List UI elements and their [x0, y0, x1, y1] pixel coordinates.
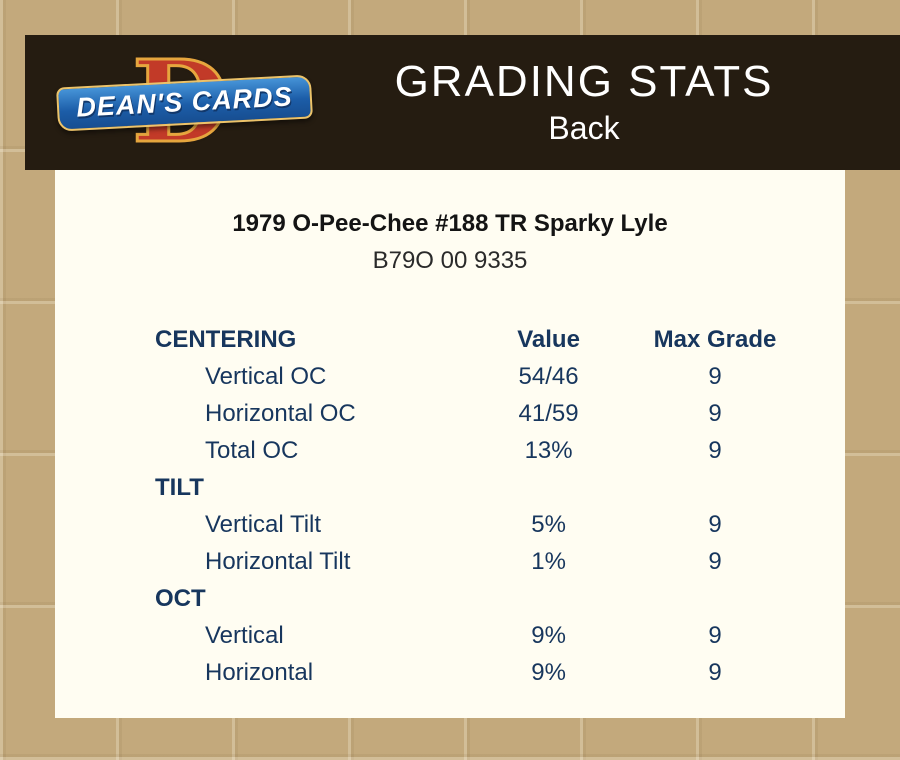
- row-label: Horizontal: [205, 659, 314, 687]
- table-row: Total OC 13% 9: [155, 433, 795, 470]
- row-max-grade: 9: [708, 437, 722, 465]
- grading-stats-table: CENTERING Value Max Grade Vertical OC 54…: [155, 322, 795, 692]
- table-row: Horizontal OC 41/59 9: [155, 396, 795, 433]
- table-row: Vertical OC 54/46 9: [155, 359, 795, 396]
- row-max-grade: 9: [708, 548, 722, 576]
- row-value: 13%: [524, 437, 573, 465]
- header-bar: D DEAN'S CARDS GRADING STATS Back: [25, 35, 900, 170]
- table-row: Horizontal Tilt 1% 9: [155, 544, 795, 581]
- col-header-value: Value: [517, 326, 580, 354]
- row-max-grade: 9: [708, 511, 722, 539]
- deans-cards-logo: D DEAN'S CARDS: [56, 40, 313, 165]
- col-header-centering: CENTERING: [155, 326, 297, 354]
- row-value: 41/59: [518, 400, 579, 428]
- page-subtitle: Back: [548, 109, 620, 146]
- row-value: 5%: [531, 511, 566, 539]
- row-label: Vertical OC: [205, 363, 327, 391]
- row-label: Vertical Tilt: [205, 511, 322, 539]
- table-header-row: CENTERING Value Max Grade: [155, 322, 795, 359]
- card-serial-number: B79O 00 9335: [372, 247, 528, 275]
- section-label-oct: OCT: [155, 585, 206, 613]
- logo-ribbon-banner: DEAN'S CARDS: [56, 73, 313, 132]
- row-max-grade: 9: [708, 400, 722, 428]
- row-label: Horizontal OC: [205, 400, 356, 428]
- page-title: GRADING STATS: [394, 57, 774, 107]
- section-label-tilt: TILT: [155, 474, 204, 502]
- col-header-max-grade: Max Grade: [653, 326, 777, 354]
- table-row: Horizontal 9% 9: [155, 655, 795, 692]
- table-row: Vertical Tilt 5% 9: [155, 507, 795, 544]
- row-label: Vertical: [205, 622, 284, 650]
- table-row: Vertical 9% 9: [155, 618, 795, 655]
- logo-brand-text: DEAN'S CARDS: [75, 80, 294, 123]
- empty-cell: [462, 581, 635, 618]
- row-value: 9%: [531, 622, 566, 650]
- row-label: Horizontal Tilt: [205, 548, 351, 576]
- header-titles: GRADING STATS Back: [298, 57, 900, 148]
- table-section-row: OCT: [155, 581, 795, 618]
- row-value: 54/46: [518, 363, 579, 391]
- empty-cell: [635, 470, 795, 507]
- card-title: 1979 O-Pee-Chee #188 TR Sparky Lyle: [232, 210, 668, 237]
- row-value: 1%: [531, 548, 566, 576]
- empty-cell: [462, 470, 635, 507]
- row-max-grade: 9: [708, 363, 722, 391]
- empty-cell: [635, 581, 795, 618]
- stats-panel: 1979 O-Pee-Chee #188 TR Sparky Lyle B79O…: [55, 170, 845, 718]
- table-section-row: TILT: [155, 470, 795, 507]
- row-max-grade: 9: [708, 622, 722, 650]
- row-value: 9%: [531, 659, 566, 687]
- row-label: Total OC: [205, 437, 299, 465]
- row-max-grade: 9: [708, 659, 722, 687]
